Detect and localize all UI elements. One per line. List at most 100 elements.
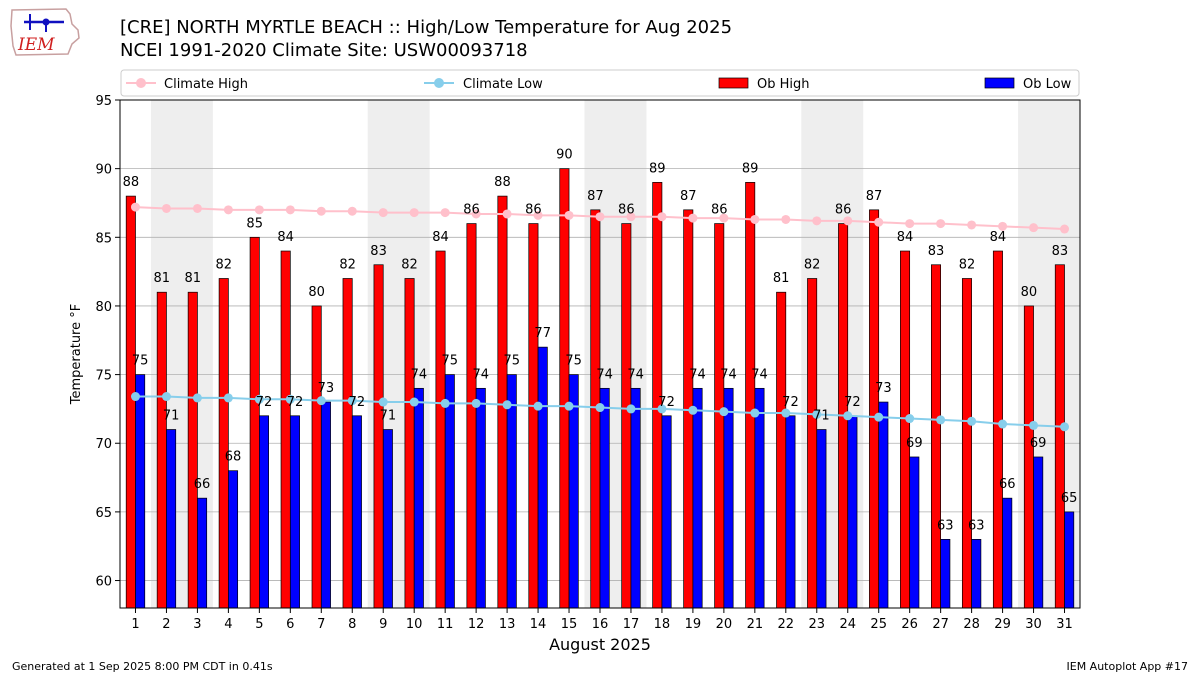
ob-low-label-15: 75 xyxy=(565,354,582,369)
ob-high-bar-7 xyxy=(311,305,322,609)
y-tick-label-70: 70 xyxy=(95,437,112,452)
legend-ob-low-swatch xyxy=(984,77,1015,89)
ob-high-bar-25 xyxy=(869,209,880,609)
y-tick-label-75: 75 xyxy=(95,369,112,384)
ob-high-bar-12 xyxy=(466,223,477,609)
climate-low-point-22 xyxy=(781,408,791,418)
ob-low-bar-14 xyxy=(537,346,548,609)
ob-low-label-14: 77 xyxy=(534,326,551,341)
ob-low-label-31: 65 xyxy=(1061,491,1078,506)
ob-high-label-6: 84 xyxy=(277,230,294,245)
ob-low-bar-13 xyxy=(506,374,517,609)
x-tick-label-11: 11 xyxy=(437,617,454,632)
ob-high-label-18: 89 xyxy=(649,161,666,176)
ob-low-bar-6 xyxy=(289,415,300,609)
climate-low-point-2 xyxy=(161,392,171,402)
x-tick-label-27: 27 xyxy=(932,617,949,632)
x-tick-label-23: 23 xyxy=(809,617,826,632)
ob-high-label-16: 87 xyxy=(587,189,604,204)
climate-low-point-23 xyxy=(812,409,822,419)
x-tick-label-13: 13 xyxy=(499,617,516,632)
climate-low-point-15 xyxy=(564,401,574,411)
x-tick-label-3: 3 xyxy=(193,617,201,632)
legend-climate-low-marker xyxy=(434,78,444,88)
ob-low-label-23: 71 xyxy=(813,409,830,424)
x-tick-label-18: 18 xyxy=(654,617,671,632)
ob-high-label-10: 82 xyxy=(401,257,418,272)
climate-low-point-26 xyxy=(905,414,915,424)
ob-low-bar-3 xyxy=(197,497,208,609)
ob-high-bar-2 xyxy=(156,291,167,609)
ob-low-label-11: 75 xyxy=(442,354,459,369)
ob-high-bar-3 xyxy=(187,291,198,609)
ob-high-bar-22 xyxy=(776,291,787,609)
ob-high-label-31: 83 xyxy=(1052,244,1069,259)
x-tick-label-6: 6 xyxy=(286,617,294,632)
x-tick-label-2: 2 xyxy=(162,617,170,632)
ob-low-bar-16 xyxy=(599,387,610,609)
ob-low-bar-11 xyxy=(444,374,455,609)
app-credit: IEM Autoplot App #17 xyxy=(1066,660,1189,673)
ob-low-bar-30 xyxy=(1033,456,1044,609)
ob-low-bar-29 xyxy=(1002,497,1013,609)
ob-high-label-15: 90 xyxy=(556,148,573,163)
climate-low-point-20 xyxy=(719,407,729,417)
x-tick-label-16: 16 xyxy=(592,617,609,632)
climate-low-point-6 xyxy=(285,394,295,404)
ob-low-label-6: 72 xyxy=(287,395,304,410)
ob-high-label-4: 82 xyxy=(215,257,232,272)
climate-high-point-18 xyxy=(657,212,667,222)
x-tick-label-22: 22 xyxy=(778,617,795,632)
ob-high-label-21: 89 xyxy=(742,161,759,176)
x-tick-label-24: 24 xyxy=(839,617,856,632)
climate-low-point-8 xyxy=(347,396,357,406)
ob-high-label-1: 88 xyxy=(123,175,140,190)
climate-high-point-17 xyxy=(626,212,636,222)
climate-low-point-25 xyxy=(874,412,884,422)
x-tick-label-10: 10 xyxy=(406,617,423,632)
ob-low-label-2: 71 xyxy=(163,409,180,424)
ob-low-label-17: 74 xyxy=(627,367,644,382)
ob-high-label-11: 84 xyxy=(432,230,449,245)
climate-high-point-22 xyxy=(781,214,791,224)
ob-low-bar-25 xyxy=(878,401,889,609)
ob-high-bar-10 xyxy=(404,278,415,609)
climate-high-point-8 xyxy=(347,206,357,216)
climate-low-point-11 xyxy=(440,398,450,408)
x-axis-label: August 2025 xyxy=(549,635,651,654)
y-tick-label-95: 95 xyxy=(95,94,112,109)
y-tick-label-90: 90 xyxy=(95,163,112,178)
ob-low-bar-10 xyxy=(413,387,424,609)
y-tick-label-80: 80 xyxy=(95,300,112,315)
climate-high-point-2 xyxy=(161,203,171,213)
climate-high-point-13 xyxy=(502,209,512,219)
climate-low-point-19 xyxy=(688,405,698,415)
ob-high-bar-30 xyxy=(1023,305,1034,609)
x-tick-label-15: 15 xyxy=(561,617,578,632)
ob-high-bar-27 xyxy=(931,264,941,609)
x-tick-label-19: 19 xyxy=(685,617,702,632)
ob-high-bar-6 xyxy=(280,250,291,609)
legend-ob-low-label: Ob Low xyxy=(1023,77,1072,92)
ob-high-label-5: 85 xyxy=(246,216,263,231)
climate-low-point-3 xyxy=(192,393,202,403)
ob-low-label-20: 74 xyxy=(720,367,737,382)
climate-high-point-1 xyxy=(130,202,140,212)
ob-high-label-22: 81 xyxy=(773,271,790,286)
ob-high-label-19: 87 xyxy=(680,189,697,204)
climate-high-point-19 xyxy=(688,213,698,223)
climate-high-point-4 xyxy=(223,205,233,215)
ob-low-bar-21 xyxy=(754,387,765,609)
ob-high-label-17: 86 xyxy=(618,203,635,218)
climate-low-point-31 xyxy=(1060,422,1070,432)
x-tick-label-12: 12 xyxy=(468,617,485,632)
ob-high-label-25: 87 xyxy=(866,189,883,204)
legend-climate-high-marker xyxy=(136,78,146,88)
ob-low-label-25: 73 xyxy=(875,381,892,396)
climate-high-point-25 xyxy=(874,217,884,227)
chart-subtitle: NCEI 1991-2020 Climate Site: USW00093718 xyxy=(120,40,528,61)
ob-high-bar-11 xyxy=(435,250,446,609)
ob-low-label-27: 63 xyxy=(937,518,954,533)
climate-low-point-14 xyxy=(533,401,543,411)
ob-high-label-23: 82 xyxy=(804,257,821,272)
